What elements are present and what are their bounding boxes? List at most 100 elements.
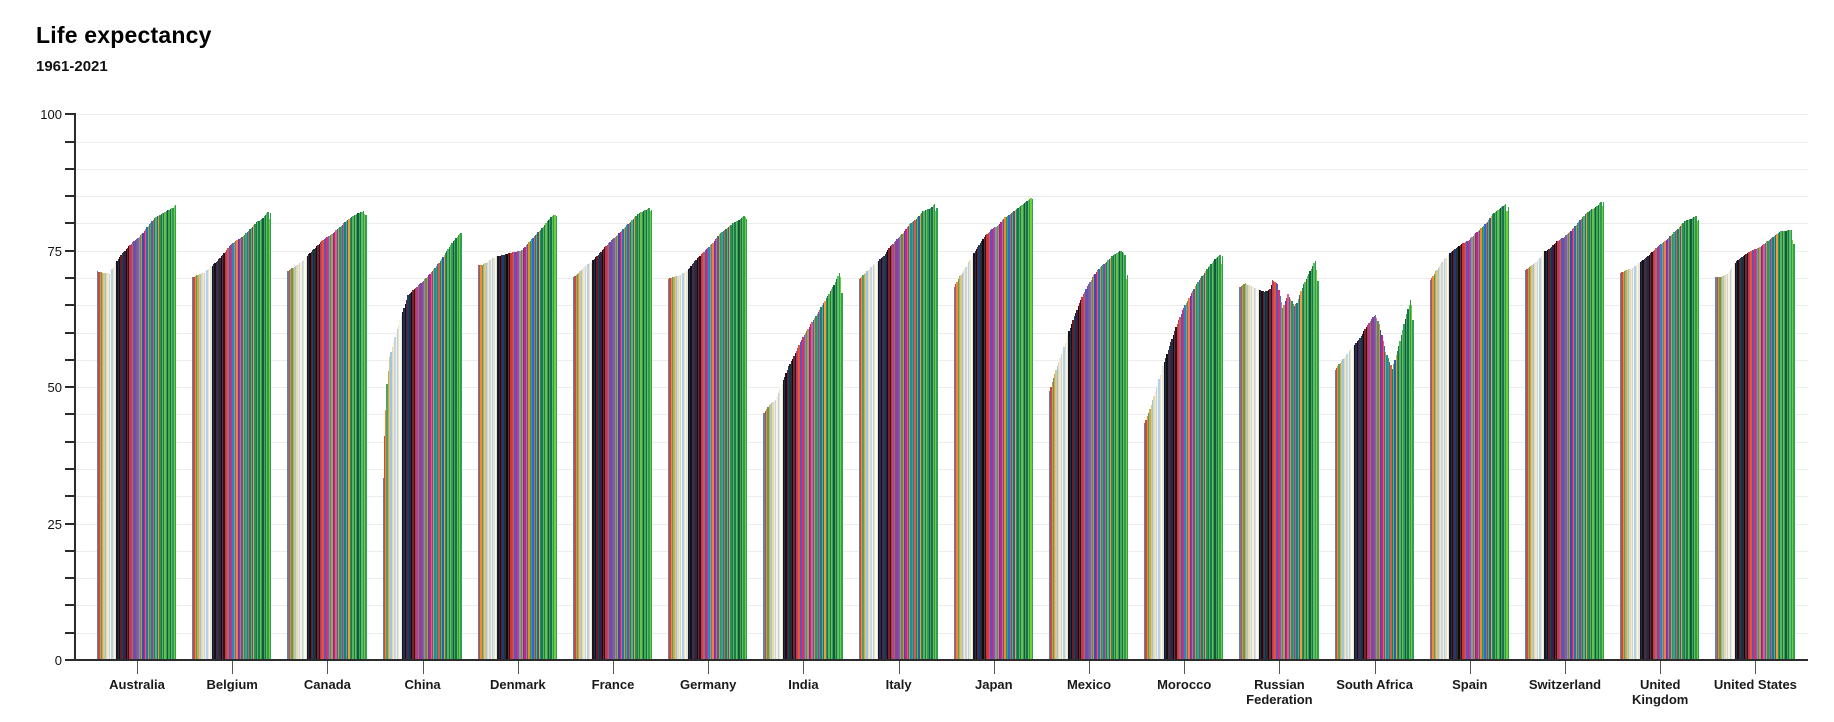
bar-1962[interactable] xyxy=(1240,286,1242,660)
bar-2001[interactable] xyxy=(1576,223,1579,660)
bar-2013[interactable] xyxy=(1021,204,1023,660)
bar-1981[interactable] xyxy=(979,242,982,660)
bar-2013[interactable] xyxy=(259,219,261,660)
bar-1995[interactable] xyxy=(1664,241,1666,660)
bar-1995[interactable] xyxy=(521,249,524,660)
bar-1971[interactable] xyxy=(871,266,873,660)
bar-1986[interactable] xyxy=(1652,251,1654,660)
bar-1985[interactable] xyxy=(794,353,796,660)
bar-1968[interactable] xyxy=(1058,362,1060,660)
bar-1981[interactable] xyxy=(218,259,220,660)
bar-1987[interactable] xyxy=(1368,322,1370,660)
bar-1962[interactable] xyxy=(1145,419,1147,660)
bar-1983[interactable] xyxy=(125,249,127,660)
bar-2019[interactable] xyxy=(362,211,364,660)
bar-2002[interactable] xyxy=(435,266,438,660)
bar-2005[interactable] xyxy=(1486,221,1489,660)
bar-2016[interactable] xyxy=(1786,230,1789,660)
bar-2019[interactable] xyxy=(648,208,650,660)
bar-1974[interactable] xyxy=(1065,339,1068,660)
bar-2001[interactable] xyxy=(339,226,341,660)
bar-1992[interactable] xyxy=(1374,314,1377,660)
bar-2012[interactable] xyxy=(1591,209,1593,660)
bar-2019[interactable] xyxy=(1124,254,1126,660)
bar-2014[interactable] xyxy=(1498,209,1500,660)
bar-1982[interactable] xyxy=(219,257,221,660)
bar-1975[interactable] xyxy=(495,256,498,660)
bar-1986[interactable] xyxy=(605,246,607,660)
bar-2017[interactable] xyxy=(264,214,267,660)
bar-2001[interactable] xyxy=(1386,355,1388,660)
bar-1976[interactable] xyxy=(592,260,594,660)
bar-2013[interactable] xyxy=(450,245,452,660)
bar-1983[interactable] xyxy=(601,250,603,660)
bar-1984[interactable] xyxy=(602,248,605,660)
bar-1973[interactable] xyxy=(1064,342,1066,660)
bar-1993[interactable] xyxy=(1090,279,1092,660)
bar-1983[interactable] xyxy=(1267,290,1270,660)
bar-1977[interactable] xyxy=(1164,358,1167,660)
bar-2006[interactable] xyxy=(1773,235,1776,660)
bar-1981[interactable] xyxy=(1170,342,1172,660)
bar-1999[interactable] xyxy=(431,270,434,660)
bar-2016[interactable] xyxy=(1691,217,1693,660)
bar-2001[interactable] xyxy=(1291,301,1293,660)
bar-2015[interactable] xyxy=(1309,271,1311,660)
bar-1994[interactable] xyxy=(1186,300,1189,660)
bar-1992[interactable] xyxy=(1470,238,1472,660)
bar-1997[interactable] xyxy=(905,229,907,660)
bar-2010[interactable] xyxy=(160,214,162,660)
bar-2012[interactable] xyxy=(1781,231,1783,660)
bar-1974[interactable] xyxy=(589,262,592,660)
bar-1983[interactable] xyxy=(506,253,508,660)
bar-1973[interactable] xyxy=(969,259,971,660)
bar-2016[interactable] xyxy=(739,219,741,660)
bar-1968[interactable] xyxy=(201,273,203,660)
bar-1968[interactable] xyxy=(391,347,393,660)
bar-2008[interactable] xyxy=(1490,216,1493,660)
bar-1962[interactable] xyxy=(859,277,862,660)
bar-2018[interactable] xyxy=(1218,256,1220,660)
bar-2009[interactable] xyxy=(349,217,351,660)
bar-1969[interactable] xyxy=(297,264,300,660)
bar-1981[interactable] xyxy=(1741,256,1743,660)
bar-1991[interactable] xyxy=(611,239,614,660)
bar-2003[interactable] xyxy=(1198,280,1200,660)
bar-2017[interactable] xyxy=(1026,201,1028,660)
bar-1990[interactable] xyxy=(896,239,898,660)
bar-2011[interactable] xyxy=(1780,231,1782,660)
bar-1966[interactable] xyxy=(1721,276,1724,660)
bar-1991[interactable] xyxy=(1659,244,1661,660)
bar-1972[interactable] xyxy=(1348,351,1351,660)
bar-2009[interactable] xyxy=(1016,208,1018,660)
bar-1963[interactable] xyxy=(480,264,482,660)
bar-1980[interactable] xyxy=(1454,248,1456,660)
bar-1970[interactable] xyxy=(108,273,110,660)
bar-1980[interactable] xyxy=(1264,291,1266,660)
bar-2016[interactable] xyxy=(929,207,932,660)
bar-1996[interactable] xyxy=(808,326,811,660)
bar-2015[interactable] xyxy=(1404,318,1406,660)
bar-1976[interactable] xyxy=(687,269,689,660)
bar-1997[interactable] xyxy=(1762,245,1764,660)
bar-1970[interactable] xyxy=(1631,268,1634,660)
bar-2003[interactable] xyxy=(1674,231,1676,660)
bar-2011[interactable] xyxy=(352,216,354,660)
bar-2000[interactable] xyxy=(1004,217,1006,660)
bar-2016[interactable] xyxy=(644,210,646,660)
bar-2006[interactable] xyxy=(536,233,538,660)
bar-1994[interactable] xyxy=(1282,308,1284,660)
bar-1969[interactable] xyxy=(868,268,871,660)
bar-1976[interactable] xyxy=(973,252,975,660)
bar-2009[interactable] xyxy=(1777,232,1779,660)
bar-2001[interactable] xyxy=(1100,266,1103,660)
bar-1971[interactable] xyxy=(109,271,112,660)
bar-1973[interactable] xyxy=(1540,255,1542,660)
bar-1992[interactable] xyxy=(613,238,615,660)
bar-2011[interactable] xyxy=(1399,340,1401,660)
bar-1966[interactable] xyxy=(1055,369,1057,660)
bar-1982[interactable] xyxy=(1742,255,1744,660)
bar-2017[interactable] xyxy=(1216,257,1219,660)
bar-1962[interactable] xyxy=(669,278,671,660)
bar-2021[interactable] xyxy=(1126,274,1129,660)
